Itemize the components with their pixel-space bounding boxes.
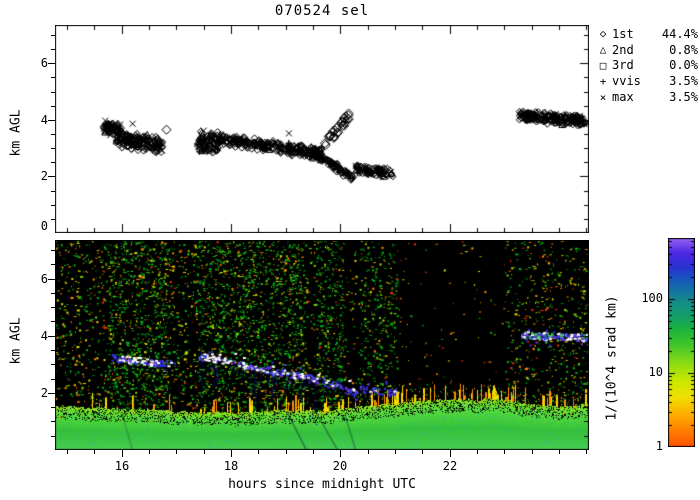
legend-item-2nd: △ 2nd 0.8% <box>594 42 698 58</box>
colorbar-tick-label: 10 <box>648 365 663 379</box>
x-axis-tick <box>368 450 369 454</box>
x-axis-tick <box>450 450 451 457</box>
backscatter-heatmap-canvas <box>55 240 589 450</box>
diamond-marker-icon: ◇ <box>599 27 607 41</box>
legend-label: max <box>612 90 634 105</box>
cloud-height-scatter-canvas <box>55 25 589 233</box>
page-title: 070524 sel <box>274 3 370 19</box>
legend-label: vvis <box>612 74 641 89</box>
y-axis-tick <box>48 120 55 121</box>
y-axis-tick <box>48 176 55 177</box>
y-tick-label: 4 <box>40 113 48 127</box>
legend-value: 3.5% <box>669 74 698 89</box>
legend-label: 1st <box>612 26 634 41</box>
x-axis-tick <box>422 450 423 454</box>
legend-label: 3rd <box>612 58 634 73</box>
x-axis-tick <box>532 450 533 454</box>
legend-value: 0.0% <box>669 58 698 73</box>
y-axis-tick <box>48 336 55 337</box>
y-axis-tick <box>48 393 55 394</box>
top-y-axis-label: km AGL <box>8 109 24 157</box>
y-axis-tick <box>48 63 55 64</box>
x-axis-tick <box>258 450 259 454</box>
x-tick-label: 18 <box>223 459 239 473</box>
x-axis-tick <box>204 450 205 454</box>
x-axis-tick <box>122 450 123 457</box>
y-tick-label: 2 <box>40 169 48 183</box>
x-axis-label: hours since midnight UTC <box>228 477 416 492</box>
colorbar-axis-label: 1/(10^4 srad km) <box>604 295 620 421</box>
plus-marker-icon: + <box>599 74 607 88</box>
square-marker-icon: □ <box>599 58 607 72</box>
colorbar <box>668 238 695 447</box>
y-tick-label: 6 <box>40 56 48 70</box>
x-axis-tick <box>477 450 478 454</box>
legend-item-3rd: □ 3rd 0.0% <box>594 58 698 74</box>
legend-value: 0.8% <box>669 42 698 57</box>
x-axis-tick <box>313 450 314 454</box>
y-tick-label: 0 <box>40 219 48 233</box>
x-axis-tick <box>94 450 95 454</box>
bottom-panel <box>55 240 589 450</box>
x-axis-tick <box>586 450 587 454</box>
legend-item-vvis: + vvis 3.5% <box>594 73 698 89</box>
colorbar-tick-label: 1 <box>655 439 663 453</box>
x-axis-tick <box>149 450 150 454</box>
y-tick-label: 4 <box>40 329 48 343</box>
legend: ◇ 1st 44.4% △ 2nd 0.8% □ 3rd 0.0% + vvis… <box>594 26 698 105</box>
x-marker-icon: × <box>599 90 607 104</box>
bottom-y-axis-label: km AGL <box>8 317 24 365</box>
legend-value: 3.5% <box>669 90 698 105</box>
legend-label: 2nd <box>612 42 634 57</box>
x-axis-tick <box>504 450 505 454</box>
x-tick-label: 22 <box>442 459 458 473</box>
legend-value: 44.4% <box>661 26 698 41</box>
x-axis-tick <box>395 450 396 454</box>
x-tick-label: 16 <box>114 459 130 473</box>
y-axis-tick <box>48 279 55 280</box>
colorbar-tick-label: 100 <box>641 291 663 305</box>
colorbar-gradient-canvas <box>668 238 695 447</box>
x-axis-tick <box>340 450 341 457</box>
legend-item-1st: ◇ 1st 44.4% <box>594 26 698 42</box>
x-axis-tick <box>231 450 232 457</box>
x-tick-label: 20 <box>332 459 348 473</box>
legend-item-max: × max 3.5% <box>594 89 698 105</box>
y-tick-label: 6 <box>40 272 48 286</box>
y-tick-label: 2 <box>40 386 48 400</box>
top-panel <box>55 25 589 233</box>
x-axis-tick <box>176 450 177 454</box>
x-axis-tick <box>559 450 560 454</box>
x-axis-tick <box>286 450 287 454</box>
triangle-marker-icon: △ <box>599 43 607 57</box>
x-axis-tick <box>67 450 68 454</box>
